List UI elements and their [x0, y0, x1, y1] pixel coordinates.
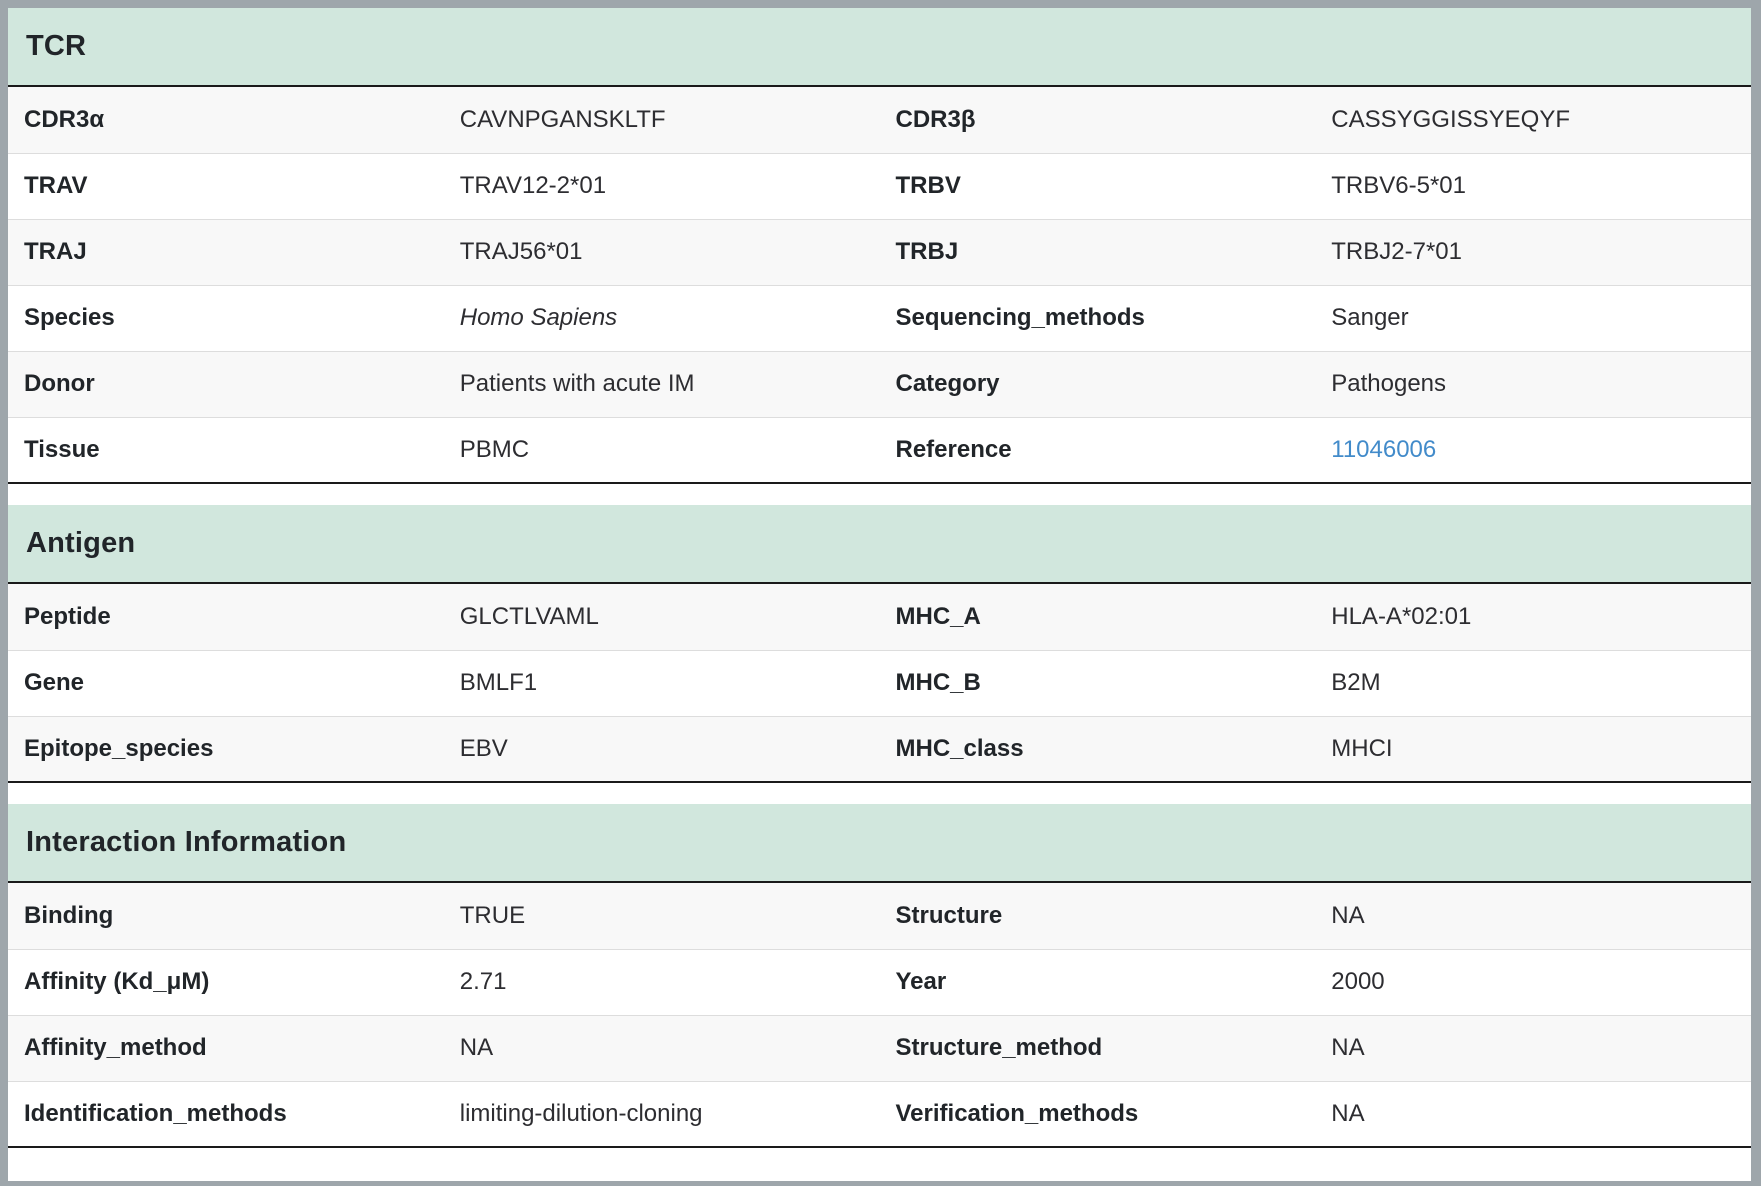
- field-value-peptide: GLCTLVAML: [459, 602, 599, 630]
- tcr-table: CDR3α CAVNPGANSKLTF CDR3β CASSYGGISSYEQYF TR…: [8, 87, 1751, 484]
- field-label-mhc-a: MHC_A: [895, 602, 981, 630]
- field-value-epitope-species: EBV: [443, 715, 880, 782]
- section-title-antigen: Antigen: [8, 505, 1751, 584]
- field-label-tissue: Tissue: [8, 416, 444, 483]
- field-value-gene: BMLF1: [443, 649, 880, 716]
- field-label-affinity-kd-um: Affinity (Kd_μM): [8, 948, 444, 1015]
- field-label-sequencing-methods: Sequencing_methods: [879, 284, 1316, 351]
- section-title-tcr: TCR: [8, 8, 1751, 87]
- field-value-structure: NA: [1331, 901, 1365, 929]
- table-row: Donor Patients with acute IM Category Patho…: [8, 350, 1751, 417]
- field-value-trbj: TRBJ2-7*01: [1315, 218, 1751, 285]
- field-value-reference: 11046006: [1315, 416, 1751, 483]
- table-row: Epitope_species EBV MHC_class MHCI: [8, 715, 1751, 782]
- table-row: Affinity (Kd_μM) 2.71 Year 2000: [8, 948, 1751, 1015]
- field-value-donor: Patients with acute IM: [443, 350, 880, 417]
- field-label-peptide: Peptide: [24, 602, 111, 630]
- field-label-trav: TRAV: [8, 152, 444, 219]
- table-row: TRAV TRAV12-2*01 TRBV TRBV6-5*01: [8, 152, 1751, 219]
- table-row: Gene BMLF1 MHC_B B2M: [8, 649, 1751, 716]
- field-value-trav: TRAV12-2*01: [443, 152, 880, 219]
- table-row: Peptide GLCTLVAML MHC_A HLA-A*02:01: [8, 584, 1751, 650]
- interaction-table: Binding TRUE Structure NA Affinity (Kd_μM) 2.…: [8, 883, 1751, 1148]
- field-value-verification-methods: NA: [1315, 1080, 1751, 1147]
- section-title-interaction-information: Interaction Information: [8, 804, 1751, 883]
- field-value-mhc-class: MHCI: [1315, 715, 1751, 782]
- field-label-mhc-class: MHC_class: [879, 715, 1316, 782]
- field-value-sequencing-methods: Sanger: [1315, 284, 1751, 351]
- field-label-gene: Gene: [8, 649, 444, 716]
- field-label-cdr3-beta: CDR3β: [895, 105, 976, 133]
- field-value-traj: TRAJ56*01: [443, 218, 880, 285]
- section-interaction-information: Interaction Information Binding TRUE Struc…: [8, 804, 1751, 1148]
- table-row: CDR3α CAVNPGANSKLTF CDR3β CASSYGGISSYEQYF: [8, 87, 1751, 153]
- field-value-mhc-b: B2M: [1315, 649, 1751, 716]
- field-label-structure: Structure: [895, 901, 1003, 929]
- field-value-year: 2000: [1315, 948, 1751, 1015]
- field-label-identification-methods: Identification_methods: [8, 1080, 444, 1147]
- section-antigen: Antigen Peptide GLCTLVAML MHC_A HLA-A*02:01…: [8, 505, 1751, 783]
- field-value-affinity-method: NA: [443, 1014, 880, 1081]
- section-tcr: TCR CDR3α CAVNPGANSKLTF CDR3β CASSYGGISSYEQ…: [8, 8, 1751, 484]
- table-row: Tissue PBMC Reference 11046006: [8, 416, 1751, 483]
- field-label-affinity-method: Affinity_method: [8, 1014, 444, 1081]
- field-label-traj: TRAJ: [8, 218, 444, 285]
- table-row: Affinity_method NA Structure_method NA: [8, 1014, 1751, 1081]
- field-label-trbj: TRBJ: [879, 218, 1316, 285]
- field-label-species: Species: [8, 284, 444, 351]
- reference-link[interactable]: 11046006: [1331, 435, 1437, 463]
- table-row: Binding TRUE Structure NA: [8, 883, 1751, 949]
- field-value-structure-method: NA: [1315, 1014, 1751, 1081]
- field-label-verification-methods: Verification_methods: [879, 1080, 1316, 1147]
- field-value-tissue: PBMC: [443, 416, 880, 483]
- table-row: Species Homo Sapiens Sequencing_methods San…: [8, 284, 1751, 351]
- field-label-category: Category: [879, 350, 1316, 417]
- field-label-cdr3-alpha: CDR3α: [24, 105, 105, 133]
- field-value-binding: TRUE: [459, 901, 526, 929]
- field-label-trbv: TRBV: [879, 152, 1316, 219]
- field-value-category: Pathogens: [1315, 350, 1751, 417]
- field-value-species: Homo Sapiens: [443, 284, 880, 351]
- field-value-identification-methods: limiting-dilution-cloning: [443, 1080, 880, 1147]
- antigen-table: Peptide GLCTLVAML MHC_A HLA-A*02:01 Gene BMLF…: [8, 584, 1751, 783]
- field-label-year: Year: [879, 948, 1316, 1015]
- field-value-trbv: TRBV6-5*01: [1315, 152, 1751, 219]
- field-value-cdr3-alpha: CAVNPGANSKLTF: [459, 105, 666, 133]
- field-label-donor: Donor: [8, 350, 444, 417]
- field-value-cdr3-beta: CASSYGGISSYEQYF: [1331, 105, 1570, 133]
- field-label-structure-method: Structure_method: [879, 1014, 1316, 1081]
- field-label-reference: Reference: [879, 416, 1316, 483]
- field-label-epitope-species: Epitope_species: [8, 715, 444, 782]
- table-row: Identification_methods limiting-dilution-…: [8, 1080, 1751, 1147]
- field-label-binding: Binding: [24, 901, 114, 929]
- field-label-mhc-b: MHC_B: [879, 649, 1316, 716]
- field-value-affinity-kd-um: 2.71: [443, 948, 880, 1015]
- field-value-mhc-a: HLA-A*02:01: [1331, 602, 1472, 630]
- table-row: TRAJ TRAJ56*01 TRBJ TRBJ2-7*01: [8, 218, 1751, 285]
